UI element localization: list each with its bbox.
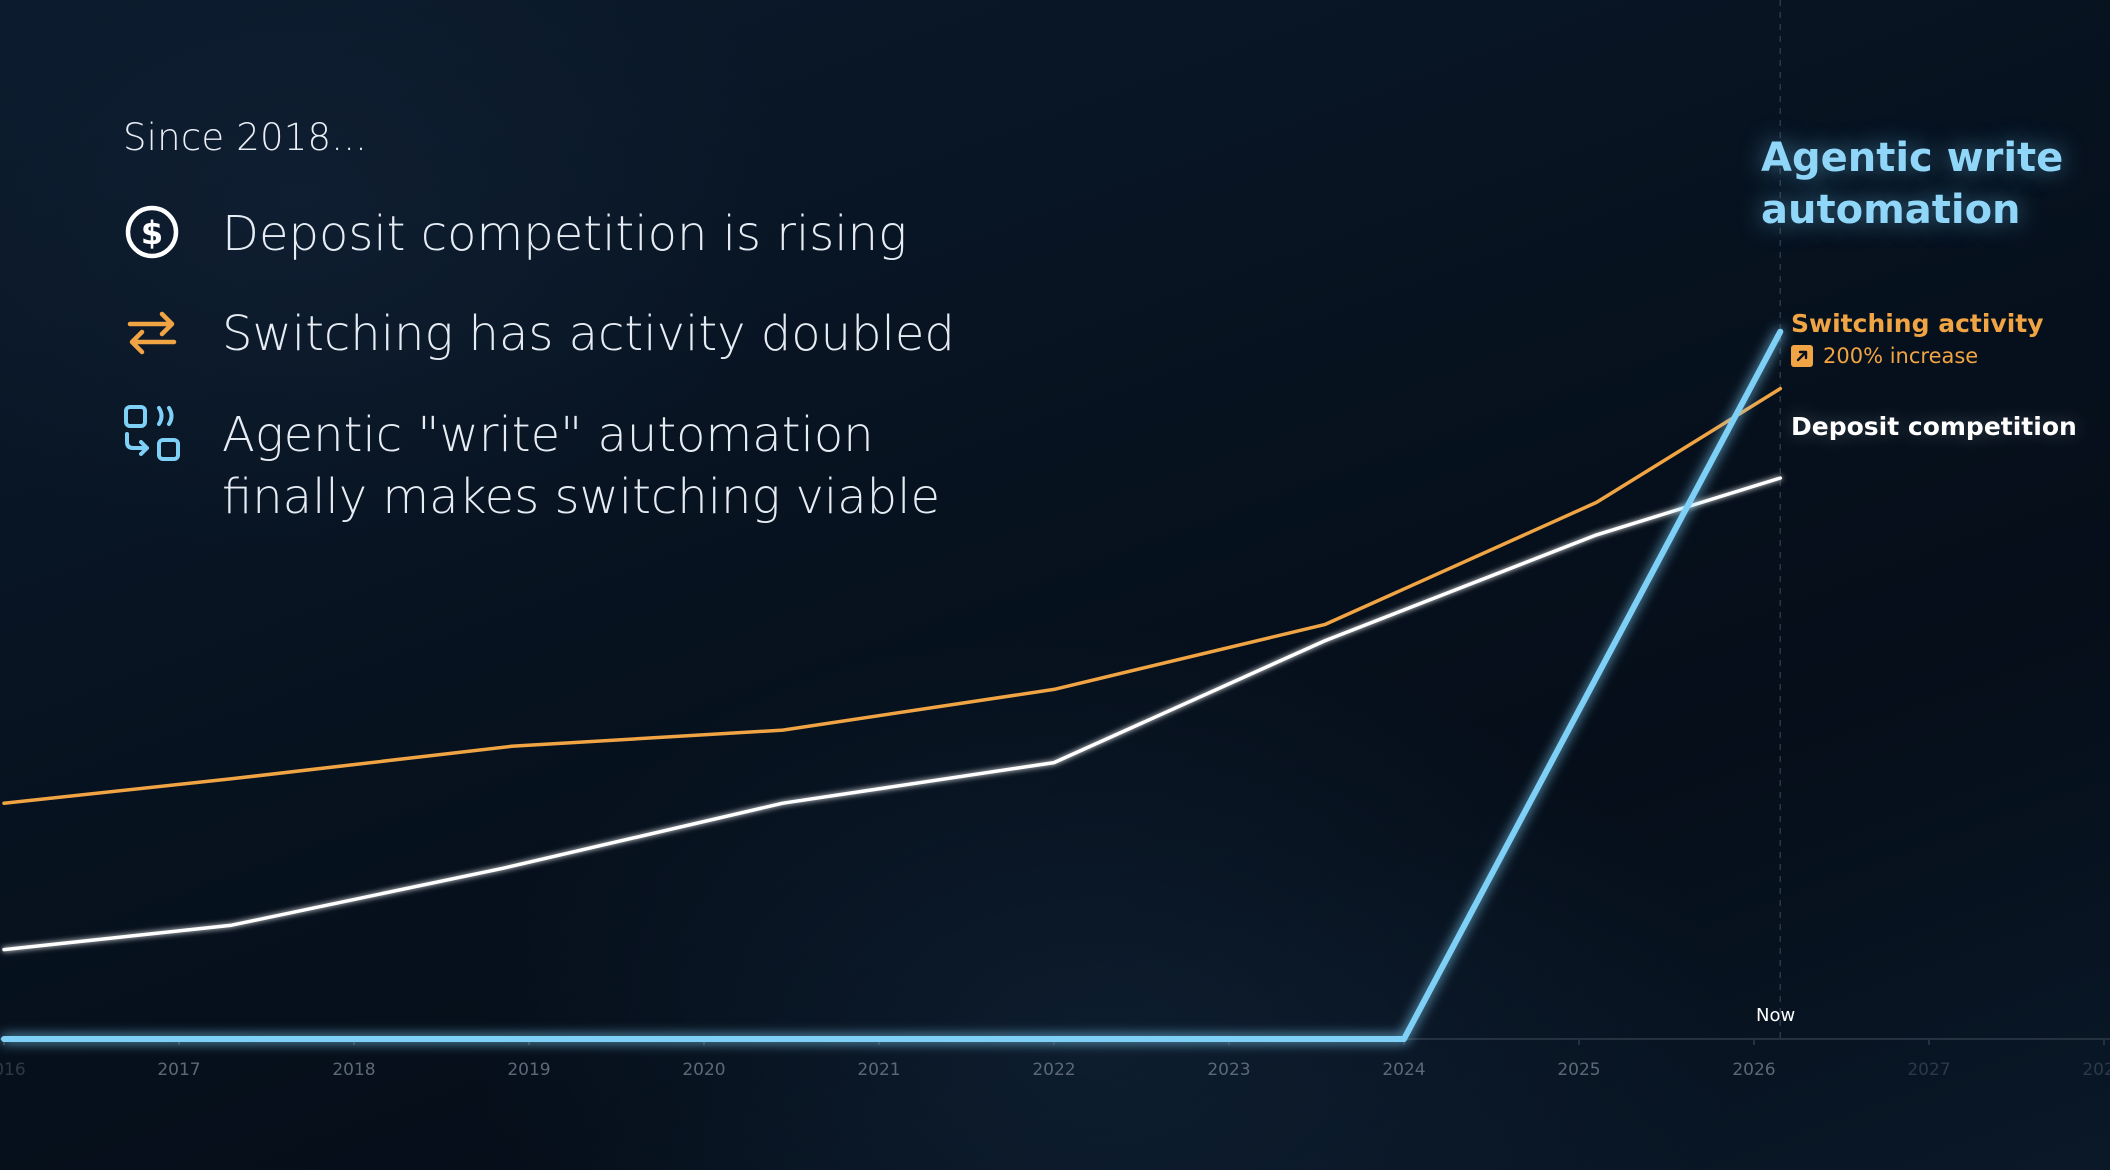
x-tick-label: 2017 bbox=[157, 1060, 200, 1080]
bullet-text: Deposit competition is rising bbox=[222, 206, 907, 262]
bullet-deposit-competition: $ Deposit competition is rising bbox=[123, 203, 907, 265]
x-tick-label: 2022 bbox=[1032, 1060, 1075, 1080]
dollar-circle-icon: $ bbox=[123, 203, 181, 261]
x-tick-label: 2025 bbox=[1557, 1060, 1600, 1080]
x-tick-label: 2019 bbox=[507, 1060, 550, 1080]
swap-arrows-icon bbox=[123, 303, 181, 361]
intro-text: Since 2018... bbox=[123, 116, 368, 159]
now-marker-label: Now bbox=[1756, 1005, 1796, 1026]
agentic-series-line bbox=[1, 328, 1784, 1042]
switching-series-label: Switching activity bbox=[1791, 309, 2044, 338]
x-tick-label: 2021 bbox=[857, 1060, 900, 1080]
bullet-agentic-automation: Agentic "write" automation finally makes… bbox=[123, 404, 940, 528]
switching-series-line bbox=[2, 386, 1783, 805]
bullet-line-1: Agentic "write" automation bbox=[222, 407, 874, 463]
bullet-switching-activity: Switching has activity doubled bbox=[123, 303, 955, 365]
x-tick-label: 2027 bbox=[1907, 1060, 1950, 1080]
x-tick-label: 2023 bbox=[1207, 1060, 1250, 1080]
bullet-text-multiline: Agentic "write" automation finally makes… bbox=[222, 404, 940, 528]
x-tick-label: 2024 bbox=[1382, 1060, 1425, 1080]
deposit-series-label: Deposit competition bbox=[1791, 412, 2077, 441]
arrow-up-right-icon bbox=[1791, 345, 1813, 367]
deposit-series-line bbox=[2, 476, 1783, 952]
agentic-label-line-1: Agentic write bbox=[1761, 135, 2064, 181]
agentic-label-line-2: automation bbox=[1761, 187, 2021, 233]
bullet-line-2: finally makes switching viable bbox=[222, 469, 941, 525]
increase-text: 200% increase bbox=[1823, 344, 1979, 368]
agentic-series-label: Agentic write automation bbox=[1761, 132, 2063, 236]
x-tick-label: 2028 bbox=[2082, 1060, 2110, 1080]
x-tick-label: 2026 bbox=[1732, 1060, 1775, 1080]
svg-text:$: $ bbox=[141, 214, 163, 252]
automation-icon bbox=[123, 404, 181, 462]
bullet-text: Switching has activity doubled bbox=[222, 306, 955, 362]
x-tick-label: 2020 bbox=[682, 1060, 725, 1080]
x-tick-label: 2016 bbox=[0, 1060, 26, 1080]
x-tick-label: 2018 bbox=[332, 1060, 375, 1080]
switching-increase-note: 200% increase bbox=[1791, 344, 1978, 368]
